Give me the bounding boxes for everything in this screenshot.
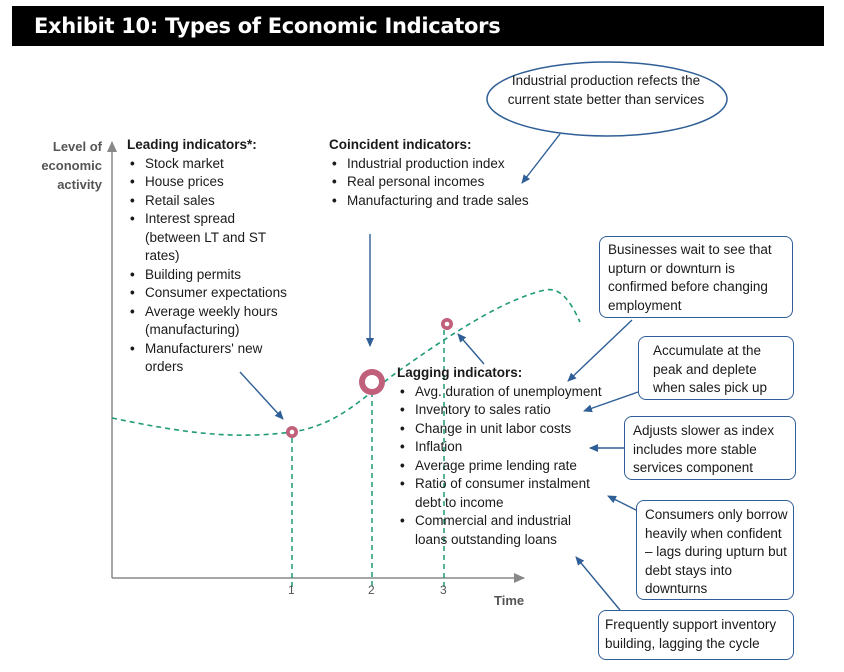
businesses-arrow [567,319,633,382]
coincident-item: Real personal incomes [329,173,559,192]
time-tick-3: 3 [440,583,447,597]
leading-item: Retail sales [127,192,317,211]
lagging-item: Average prime lending rate [397,457,619,476]
leading-item: Average weekly hours (manufacturing) [127,303,295,340]
leading-arrow [239,371,284,420]
lagging-indicators-block: Lagging indicators: Avg. duration of une… [397,364,619,549]
activity-curve [111,288,581,436]
y-axis-label: Level of economic activity [41,139,102,192]
lagging-item: Inventory to sales ratio [397,401,619,420]
coincident-item: Industrial production index [329,155,559,174]
lagging-arrow [457,333,485,365]
frequently-callout: Frequently support inventory building, l… [598,610,794,660]
leading-item: Consumer expectations [127,284,317,303]
leading-heading: Leading indicators*: [127,137,257,152]
time-tick-1: 1 [288,583,295,597]
lagging-item: Change in unit labor costs [397,420,619,439]
exhibit-title: Exhibit 10: Types of Economic Indicators [34,14,501,38]
industrial-callout-text: Industrial production refects the curren… [507,73,705,107]
lagging-list: Avg. duration of unemployment Inventory … [397,383,619,550]
leading-item: Manufacturers' new orders [127,340,290,377]
lagging-item: Inflation [397,438,619,457]
frequently-arrow [575,556,621,611]
consumers-callout: Consumers only borrow heavily when confi… [636,500,794,600]
coincident-indicators-block: Coincident indicators: Industrial produc… [329,136,559,210]
adjusts-callout: Adjusts slower as index includes more st… [624,416,796,480]
coincident-item: Manufacturing and trade sales [329,192,559,211]
coincident-heading: Coincident indicators: [329,137,472,152]
title-bar: Exhibit 10: Types of Economic Indicators [12,6,824,46]
leading-list: Stock market House prices Retail sales I… [127,155,317,377]
leading-indicators-block: Leading indicators*: Stock market House … [127,136,317,377]
accumulate-callout: Accumulate at the peak and deplete when … [638,336,794,400]
lagging-item: Ratio of consumer instalment debt to inc… [397,475,615,512]
lagging-item: Commercial and industrial loans outstand… [397,512,595,549]
lagging-heading: Lagging indicators: [397,365,523,380]
leading-item: Building permits [127,266,317,285]
leading-item: House prices [127,173,317,192]
leading-item: Interest spread (between LT and ST rates… [127,210,275,266]
time-tick-2: 2 [368,583,375,597]
industrial-ellipse [486,61,728,137]
businesses-callout: Businesses wait to see that upturn or do… [599,236,793,318]
coincident-list: Industrial production index Real persona… [329,155,559,211]
lagging-item: Avg. duration of unemployment [397,383,619,402]
x-axis-label: Time [494,593,525,608]
leading-item: Stock market [127,155,317,174]
